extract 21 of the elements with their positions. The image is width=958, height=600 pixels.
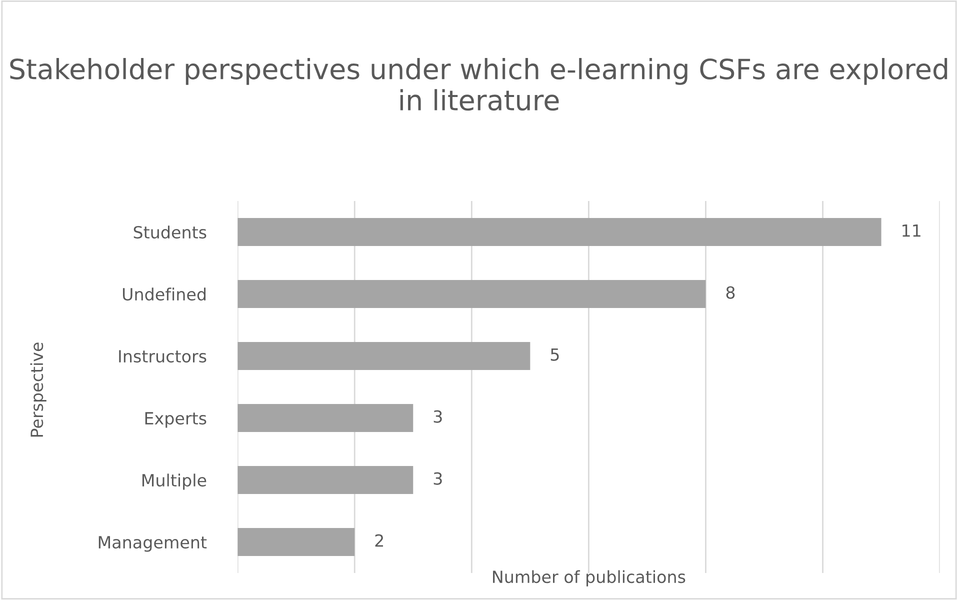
y-tick-label: Instructors [119,350,206,363]
y-tick-label: Experts [145,412,206,428]
data-label: 8 [726,286,735,299]
bar [238,528,355,556]
data-label: 3 [434,472,442,485]
bar [238,342,530,370]
y-tick-label: Students [134,226,206,239]
data-label: 11 [902,224,920,237]
y-tick-label: Undefined [122,288,206,301]
x-axis-title: Number of publications [493,570,686,586]
data-label: 5 [550,348,559,361]
y-tick-label: Multiple [142,474,206,490]
data-label: 3 [434,410,442,423]
chart-title: Stakeholder perspectives under which e-learning CSFs are explored in literature [10,58,948,111]
bar [238,404,414,432]
y-tick-label: Management [98,536,207,552]
bar [238,218,882,246]
data-label: 2 [375,534,383,547]
bar [238,466,414,494]
y-axis-title: Perspective [30,342,46,437]
bar [238,280,706,308]
